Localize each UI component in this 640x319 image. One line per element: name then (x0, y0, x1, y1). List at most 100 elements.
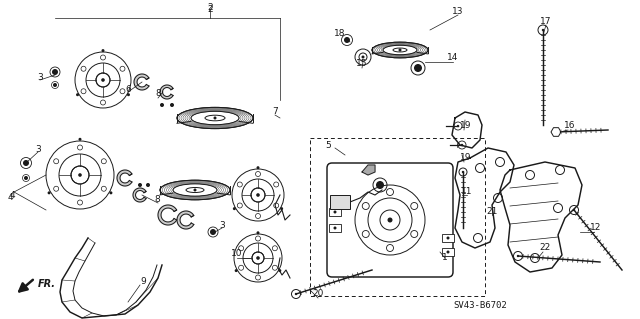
Text: 4: 4 (9, 190, 15, 199)
Circle shape (333, 226, 337, 229)
Text: 6: 6 (125, 85, 131, 94)
Ellipse shape (372, 42, 428, 58)
Text: 3: 3 (37, 73, 43, 83)
Text: 7: 7 (272, 107, 278, 115)
Circle shape (414, 64, 422, 72)
Circle shape (232, 169, 284, 221)
Text: 3: 3 (35, 145, 41, 154)
Circle shape (333, 211, 337, 213)
Bar (442, 248, 454, 256)
Circle shape (411, 231, 418, 238)
Circle shape (278, 269, 282, 272)
Text: 16: 16 (564, 122, 576, 130)
Bar (442, 234, 454, 242)
Circle shape (362, 56, 365, 58)
Circle shape (235, 269, 237, 272)
Text: 14: 14 (447, 54, 459, 63)
Circle shape (138, 183, 142, 187)
Circle shape (399, 48, 401, 51)
Text: 8: 8 (154, 195, 160, 204)
Circle shape (362, 203, 369, 210)
Circle shape (78, 173, 82, 177)
Polygon shape (133, 188, 146, 202)
Bar (329, 224, 341, 232)
Text: 17: 17 (540, 17, 552, 26)
Circle shape (380, 210, 400, 230)
Polygon shape (117, 170, 132, 186)
Polygon shape (500, 162, 582, 272)
Text: 11: 11 (461, 187, 473, 196)
Text: 10: 10 (231, 249, 243, 258)
Circle shape (387, 244, 394, 251)
Text: 22: 22 (540, 243, 550, 253)
Text: 12: 12 (590, 224, 602, 233)
Circle shape (387, 189, 394, 196)
Circle shape (102, 49, 104, 52)
Text: 2: 2 (207, 4, 213, 12)
Text: 19: 19 (460, 153, 472, 162)
Circle shape (47, 191, 51, 194)
Bar (329, 208, 341, 216)
Circle shape (257, 231, 259, 234)
Circle shape (461, 144, 463, 146)
Circle shape (447, 236, 449, 240)
Circle shape (295, 293, 297, 295)
Text: 8: 8 (155, 90, 161, 99)
Polygon shape (177, 211, 194, 229)
Circle shape (376, 181, 384, 189)
Circle shape (160, 103, 164, 107)
Circle shape (71, 166, 89, 184)
Circle shape (193, 189, 196, 191)
Circle shape (517, 255, 519, 257)
Circle shape (542, 29, 544, 31)
Ellipse shape (186, 188, 204, 193)
Circle shape (53, 83, 57, 87)
Text: 1: 1 (442, 254, 448, 263)
Circle shape (214, 116, 216, 120)
Circle shape (127, 93, 130, 96)
Circle shape (96, 73, 110, 87)
Text: 13: 13 (452, 6, 464, 16)
Circle shape (252, 252, 264, 264)
Ellipse shape (160, 180, 230, 200)
Circle shape (387, 218, 392, 222)
Bar (330, 195, 350, 209)
Circle shape (79, 138, 81, 141)
Text: 3: 3 (219, 221, 225, 231)
Polygon shape (362, 165, 375, 175)
Polygon shape (134, 74, 149, 90)
Circle shape (447, 250, 449, 254)
Ellipse shape (393, 48, 407, 52)
Circle shape (457, 125, 460, 127)
Text: 9: 9 (140, 277, 146, 286)
Text: 5: 5 (325, 142, 331, 151)
Circle shape (23, 160, 29, 166)
Circle shape (573, 209, 575, 211)
Text: 20: 20 (312, 290, 324, 299)
Text: 2: 2 (207, 5, 213, 14)
Circle shape (109, 191, 113, 194)
Circle shape (170, 103, 174, 107)
Circle shape (76, 93, 79, 96)
Circle shape (344, 37, 350, 43)
Ellipse shape (177, 108, 253, 129)
Text: SV43-B6702: SV43-B6702 (453, 300, 507, 309)
Circle shape (75, 52, 131, 108)
Circle shape (210, 229, 216, 235)
Circle shape (146, 183, 150, 187)
Circle shape (462, 171, 464, 173)
Circle shape (257, 166, 259, 169)
Polygon shape (452, 112, 482, 148)
Text: 4: 4 (7, 194, 13, 203)
Circle shape (280, 207, 283, 210)
Circle shape (251, 188, 265, 202)
Circle shape (234, 234, 282, 282)
Text: 15: 15 (356, 60, 368, 69)
Polygon shape (455, 148, 514, 248)
Text: FR.: FR. (38, 279, 56, 289)
Polygon shape (158, 205, 177, 225)
Polygon shape (160, 85, 173, 99)
Circle shape (233, 207, 236, 210)
Bar (310, 138, 485, 296)
Circle shape (24, 176, 28, 180)
